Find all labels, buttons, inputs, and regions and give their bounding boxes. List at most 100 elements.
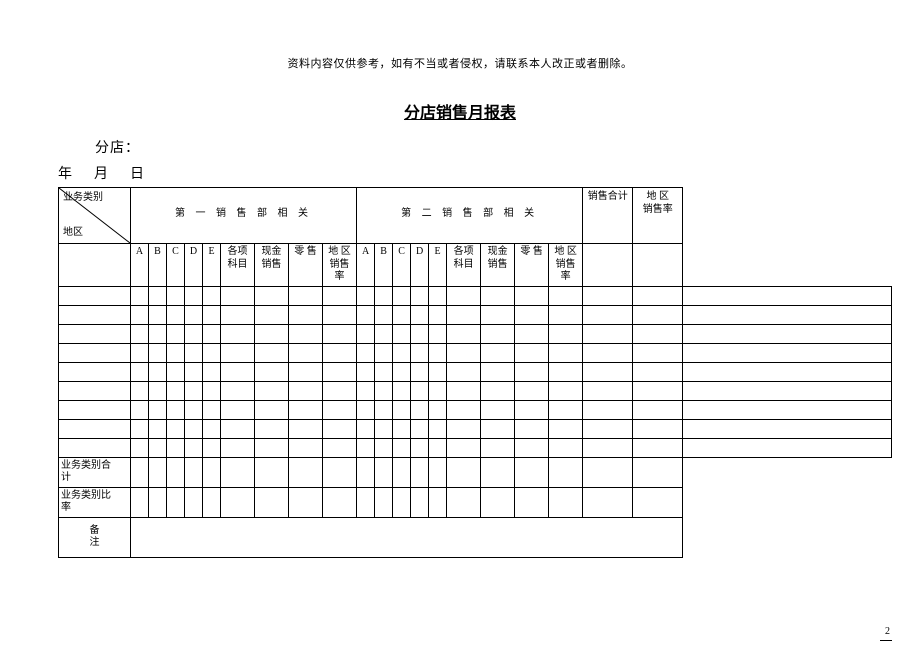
data-cell — [481, 305, 515, 324]
data-cell — [131, 438, 149, 457]
data-cell — [393, 438, 411, 457]
data-cell — [167, 400, 185, 419]
data-cell — [203, 419, 221, 438]
g1-retail: 零 售 — [289, 244, 323, 287]
data-cell — [429, 419, 447, 438]
diagonal-header: 业务类别 地区 — [59, 188, 131, 244]
data-cell — [481, 381, 515, 400]
category-ratio-row: 业务类别比 率 — [59, 487, 892, 517]
data-cell — [375, 324, 393, 343]
data-cell — [481, 343, 515, 362]
data-cell — [357, 286, 375, 305]
table-row — [59, 286, 892, 305]
data-cell — [203, 400, 221, 419]
page-number-underline — [880, 640, 892, 641]
data-cell — [185, 438, 203, 457]
data-cell — [583, 400, 633, 419]
data-cell — [255, 400, 289, 419]
row-label-cell — [59, 381, 131, 400]
data-cell — [549, 400, 583, 419]
table-row — [59, 343, 892, 362]
data-cell — [633, 286, 683, 305]
data-cell — [221, 286, 255, 305]
g2-retail: 零 售 — [515, 244, 549, 287]
note-row: 备 注 — [59, 517, 892, 557]
data-cell — [393, 400, 411, 419]
data-cell — [393, 286, 411, 305]
blank-sub-header — [59, 244, 131, 287]
data-cell — [393, 381, 411, 400]
data-cell — [323, 324, 357, 343]
data-cell — [323, 400, 357, 419]
diag-bot-label: 地区 — [63, 227, 83, 240]
report-table: 业务类别 地区 第 一 销 售 部 相 关 第 二 销 售 部 相 关 销售合计… — [58, 187, 892, 558]
table-row — [59, 305, 892, 324]
data-cell — [131, 362, 149, 381]
report-table-wrap: 业务类别 地区 第 一 销 售 部 相 关 第 二 销 售 部 相 关 销售合计… — [58, 187, 892, 558]
data-cell — [203, 324, 221, 343]
data-cell — [221, 419, 255, 438]
data-cell — [633, 343, 683, 362]
category-sum-row: 业务类别合 计 — [59, 457, 892, 487]
data-cell — [203, 305, 221, 324]
data-cell — [393, 324, 411, 343]
data-cell — [515, 305, 549, 324]
data-cell — [393, 419, 411, 438]
data-cell — [255, 343, 289, 362]
data-cell — [149, 305, 167, 324]
g2-e: E — [429, 244, 447, 287]
data-cell — [149, 343, 167, 362]
data-cell — [683, 400, 892, 419]
data-cell — [221, 343, 255, 362]
data-cell — [185, 419, 203, 438]
data-cell — [289, 305, 323, 324]
data-cell — [411, 419, 429, 438]
data-cell — [289, 362, 323, 381]
data-cell — [429, 438, 447, 457]
data-cell — [357, 324, 375, 343]
data-cell — [633, 438, 683, 457]
region-rate-sub — [633, 244, 683, 287]
row-label-cell — [59, 362, 131, 381]
data-cell — [429, 362, 447, 381]
data-cell — [323, 362, 357, 381]
g1-cash: 现金 销售 — [255, 244, 289, 287]
table-row — [59, 324, 892, 343]
data-cell — [375, 400, 393, 419]
data-cell — [221, 324, 255, 343]
data-cell — [633, 419, 683, 438]
data-cell — [323, 305, 357, 324]
data-cell — [481, 362, 515, 381]
data-cell — [255, 381, 289, 400]
data-cell — [323, 438, 357, 457]
data-cell — [633, 362, 683, 381]
data-cell — [203, 362, 221, 381]
data-cell — [131, 343, 149, 362]
data-cell — [411, 305, 429, 324]
data-cell — [583, 305, 633, 324]
data-cell — [481, 419, 515, 438]
data-cell — [515, 362, 549, 381]
data-cell — [203, 381, 221, 400]
group1-header: 第 一 销 售 部 相 关 — [131, 188, 357, 244]
data-cell — [393, 362, 411, 381]
data-cell — [255, 419, 289, 438]
row-label-cell — [59, 286, 131, 305]
data-cell — [583, 438, 633, 457]
data-cell — [583, 343, 633, 362]
table-row — [59, 400, 892, 419]
data-cell — [185, 381, 203, 400]
data-cell — [185, 362, 203, 381]
data-cell — [375, 343, 393, 362]
data-cell — [185, 305, 203, 324]
data-cell — [447, 400, 481, 419]
data-cell — [375, 438, 393, 457]
data-cell — [549, 305, 583, 324]
data-cell — [429, 400, 447, 419]
row-label-cell — [59, 305, 131, 324]
g1-region-rate: 地 区 销售率 — [323, 244, 357, 287]
data-cell — [683, 362, 892, 381]
data-cell — [583, 286, 633, 305]
data-cell — [323, 419, 357, 438]
g2-d: D — [411, 244, 429, 287]
